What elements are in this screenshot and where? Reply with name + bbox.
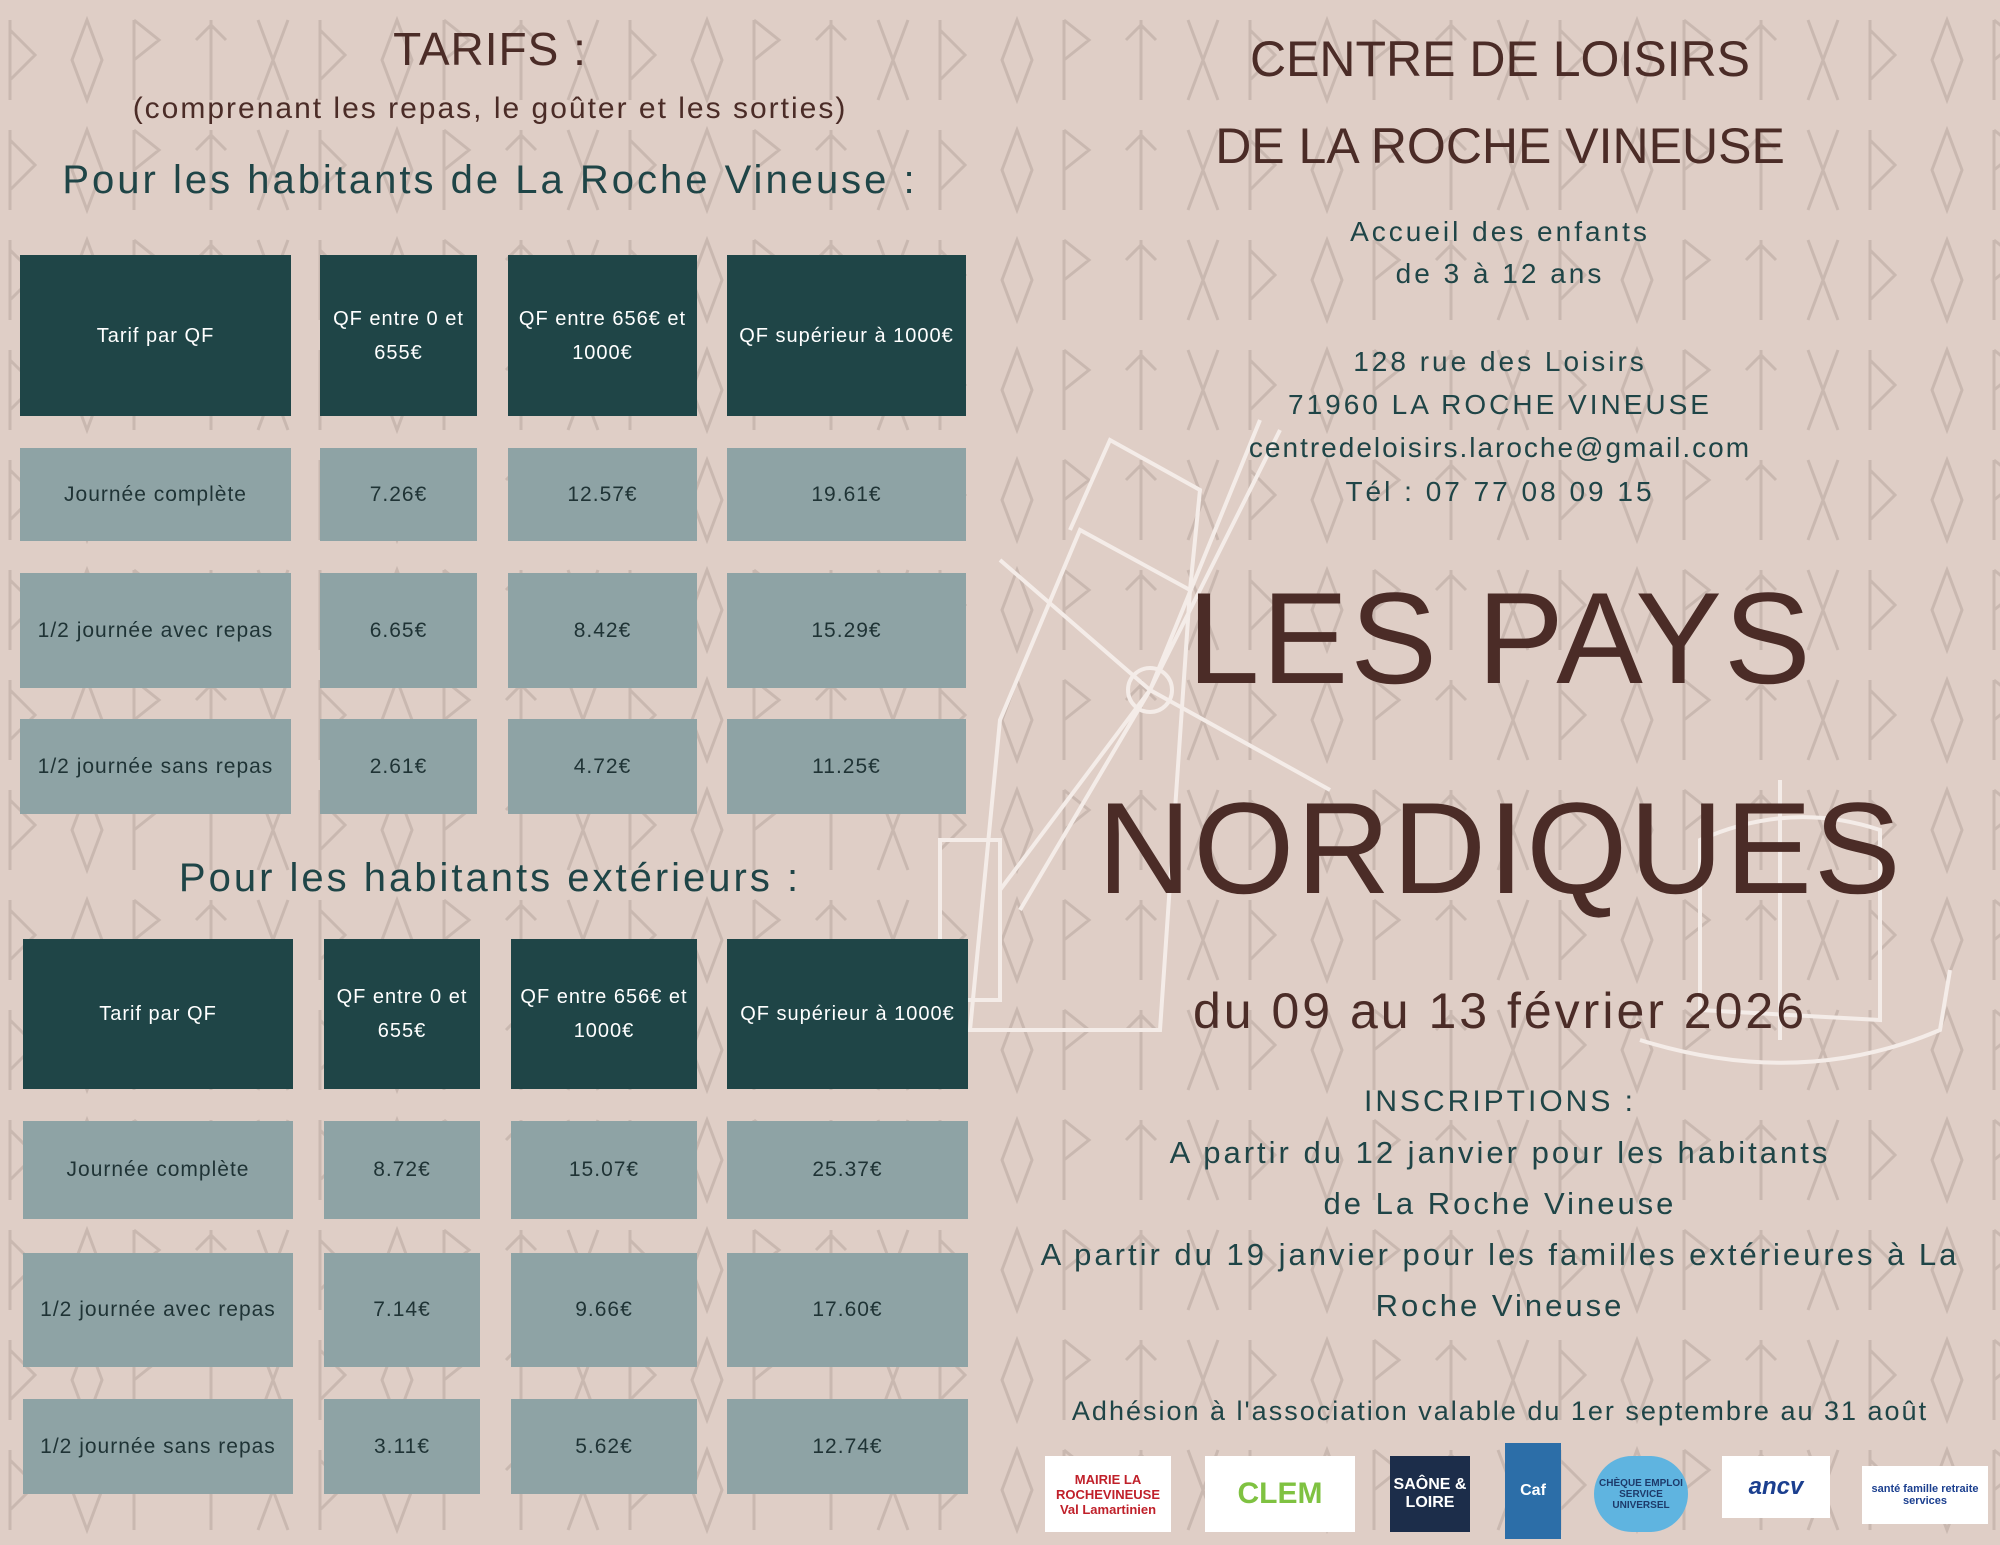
windmill-illustration: [938, 419, 1331, 1032]
inscriptions-line1: A partir du 12 janvier pour les habitant…: [1169, 1135, 1831, 1170]
theme-title-line2: NORDIQUES: [1097, 775, 1903, 921]
row-label-cell: Journée complète: [23, 1121, 293, 1219]
price-cell: 12.74€: [727, 1399, 968, 1494]
adhesion-note: Adhésion à l'association valable du 1er …: [1071, 1396, 1929, 1426]
price-cell: 3.11€: [324, 1399, 480, 1494]
price-cell: 7.14€: [324, 1253, 480, 1367]
price-cell: 5.62€: [511, 1399, 697, 1494]
row-label-cell: 1/2 journée avec repas: [23, 1253, 293, 1367]
table-header-cell: QF supérieur à 1000€: [727, 255, 966, 416]
address-line2: 71960 LA ROCHE VINEUSE: [1288, 389, 1712, 420]
logo-caf: Caf: [1505, 1443, 1561, 1539]
centre-name-line2: DE LA ROCHE VINEUSE: [1215, 118, 1785, 174]
price-cell: 12.57€: [508, 448, 697, 541]
logo-ancv: ancv: [1722, 1456, 1830, 1518]
logo-msa: santé famille retraite services: [1862, 1466, 1988, 1524]
logo-saone-et-loire: SAÔNE & LOIRE: [1390, 1456, 1470, 1532]
logo-mairie: MAIRIE LA ROCHEVINEUSE Val Lamartinien: [1045, 1456, 1171, 1532]
price-cell: 8.72€: [324, 1121, 480, 1219]
inscriptions-heading: INSCRIPTIONS :: [1363, 1085, 1637, 1118]
price-cell: 17.60€: [727, 1253, 968, 1367]
row-label-cell: 1/2 journée sans repas: [23, 1399, 293, 1494]
accueil-line2: de 3 à 12 ans: [1395, 258, 1605, 289]
price-cell: 15.29€: [727, 573, 966, 688]
table-header-cell: QF entre 656€ et 1000€: [508, 255, 697, 416]
price-cell: 2.61€: [320, 719, 477, 814]
price-cell: 25.37€: [727, 1121, 968, 1219]
price-cell: 4.72€: [508, 719, 697, 814]
price-cell: 9.66€: [511, 1253, 697, 1367]
logo-clem: CLEM: [1205, 1456, 1355, 1532]
theme-dates: du 09 au 13 février 2026: [1192, 983, 1808, 1039]
price-cell: 11.25€: [727, 719, 966, 814]
email-link[interactable]: centredeloisirs.laroche@gmail.com: [1248, 432, 1752, 463]
external-heading: Pour les habitants extérieurs :: [178, 856, 802, 900]
centre-name-line1: CENTRE DE LOISIRS: [1249, 31, 1751, 87]
viking-ship-illustration: [1639, 780, 1952, 1065]
row-label-cell: 1/2 journée avec repas: [20, 573, 291, 688]
accueil-line1: Accueil des enfants: [1350, 216, 1650, 247]
table-header-cell: QF supérieur à 1000€: [727, 939, 968, 1089]
tarifs-title: TARIFS :: [393, 23, 587, 75]
phone: Tél : 07 77 08 09 15: [1345, 476, 1655, 507]
residents-heading: Pour les habitants de La Roche Vineuse :: [62, 158, 918, 202]
inscriptions-line2: de La Roche Vineuse: [1323, 1186, 1677, 1221]
price-cell: 6.65€: [320, 573, 477, 688]
price-cell: 8.42€: [508, 573, 697, 688]
theme-title-line1: LES PAYS: [1187, 565, 1813, 711]
table-header-cell: QF entre 656€ et 1000€: [511, 939, 697, 1089]
address-line1: 128 rue des Loisirs: [1353, 346, 1647, 377]
tarifs-subtitle: (comprenant les repas, le goûter et les …: [132, 92, 848, 125]
table-header-cell: Tarif par QF: [23, 939, 293, 1089]
table-header-cell: Tarif par QF: [20, 255, 291, 416]
logo-cesu: CHÈQUE EMPLOI SERVICE UNIVERSEL: [1594, 1456, 1688, 1532]
inscriptions-line4: Roche Vineuse: [1375, 1288, 1625, 1323]
table-header-cell: QF entre 0 et 655€: [324, 939, 480, 1089]
price-cell: 15.07€: [511, 1121, 697, 1219]
row-label-cell: Journée complète: [20, 448, 291, 541]
row-label-cell: 1/2 journée sans repas: [20, 719, 291, 814]
price-cell: 7.26€: [320, 448, 477, 541]
price-cell: 19.61€: [727, 448, 966, 541]
table-header-cell: QF entre 0 et 655€: [320, 255, 477, 416]
inscriptions-line3: A partir du 19 janvier pour les familles…: [1040, 1237, 1960, 1272]
